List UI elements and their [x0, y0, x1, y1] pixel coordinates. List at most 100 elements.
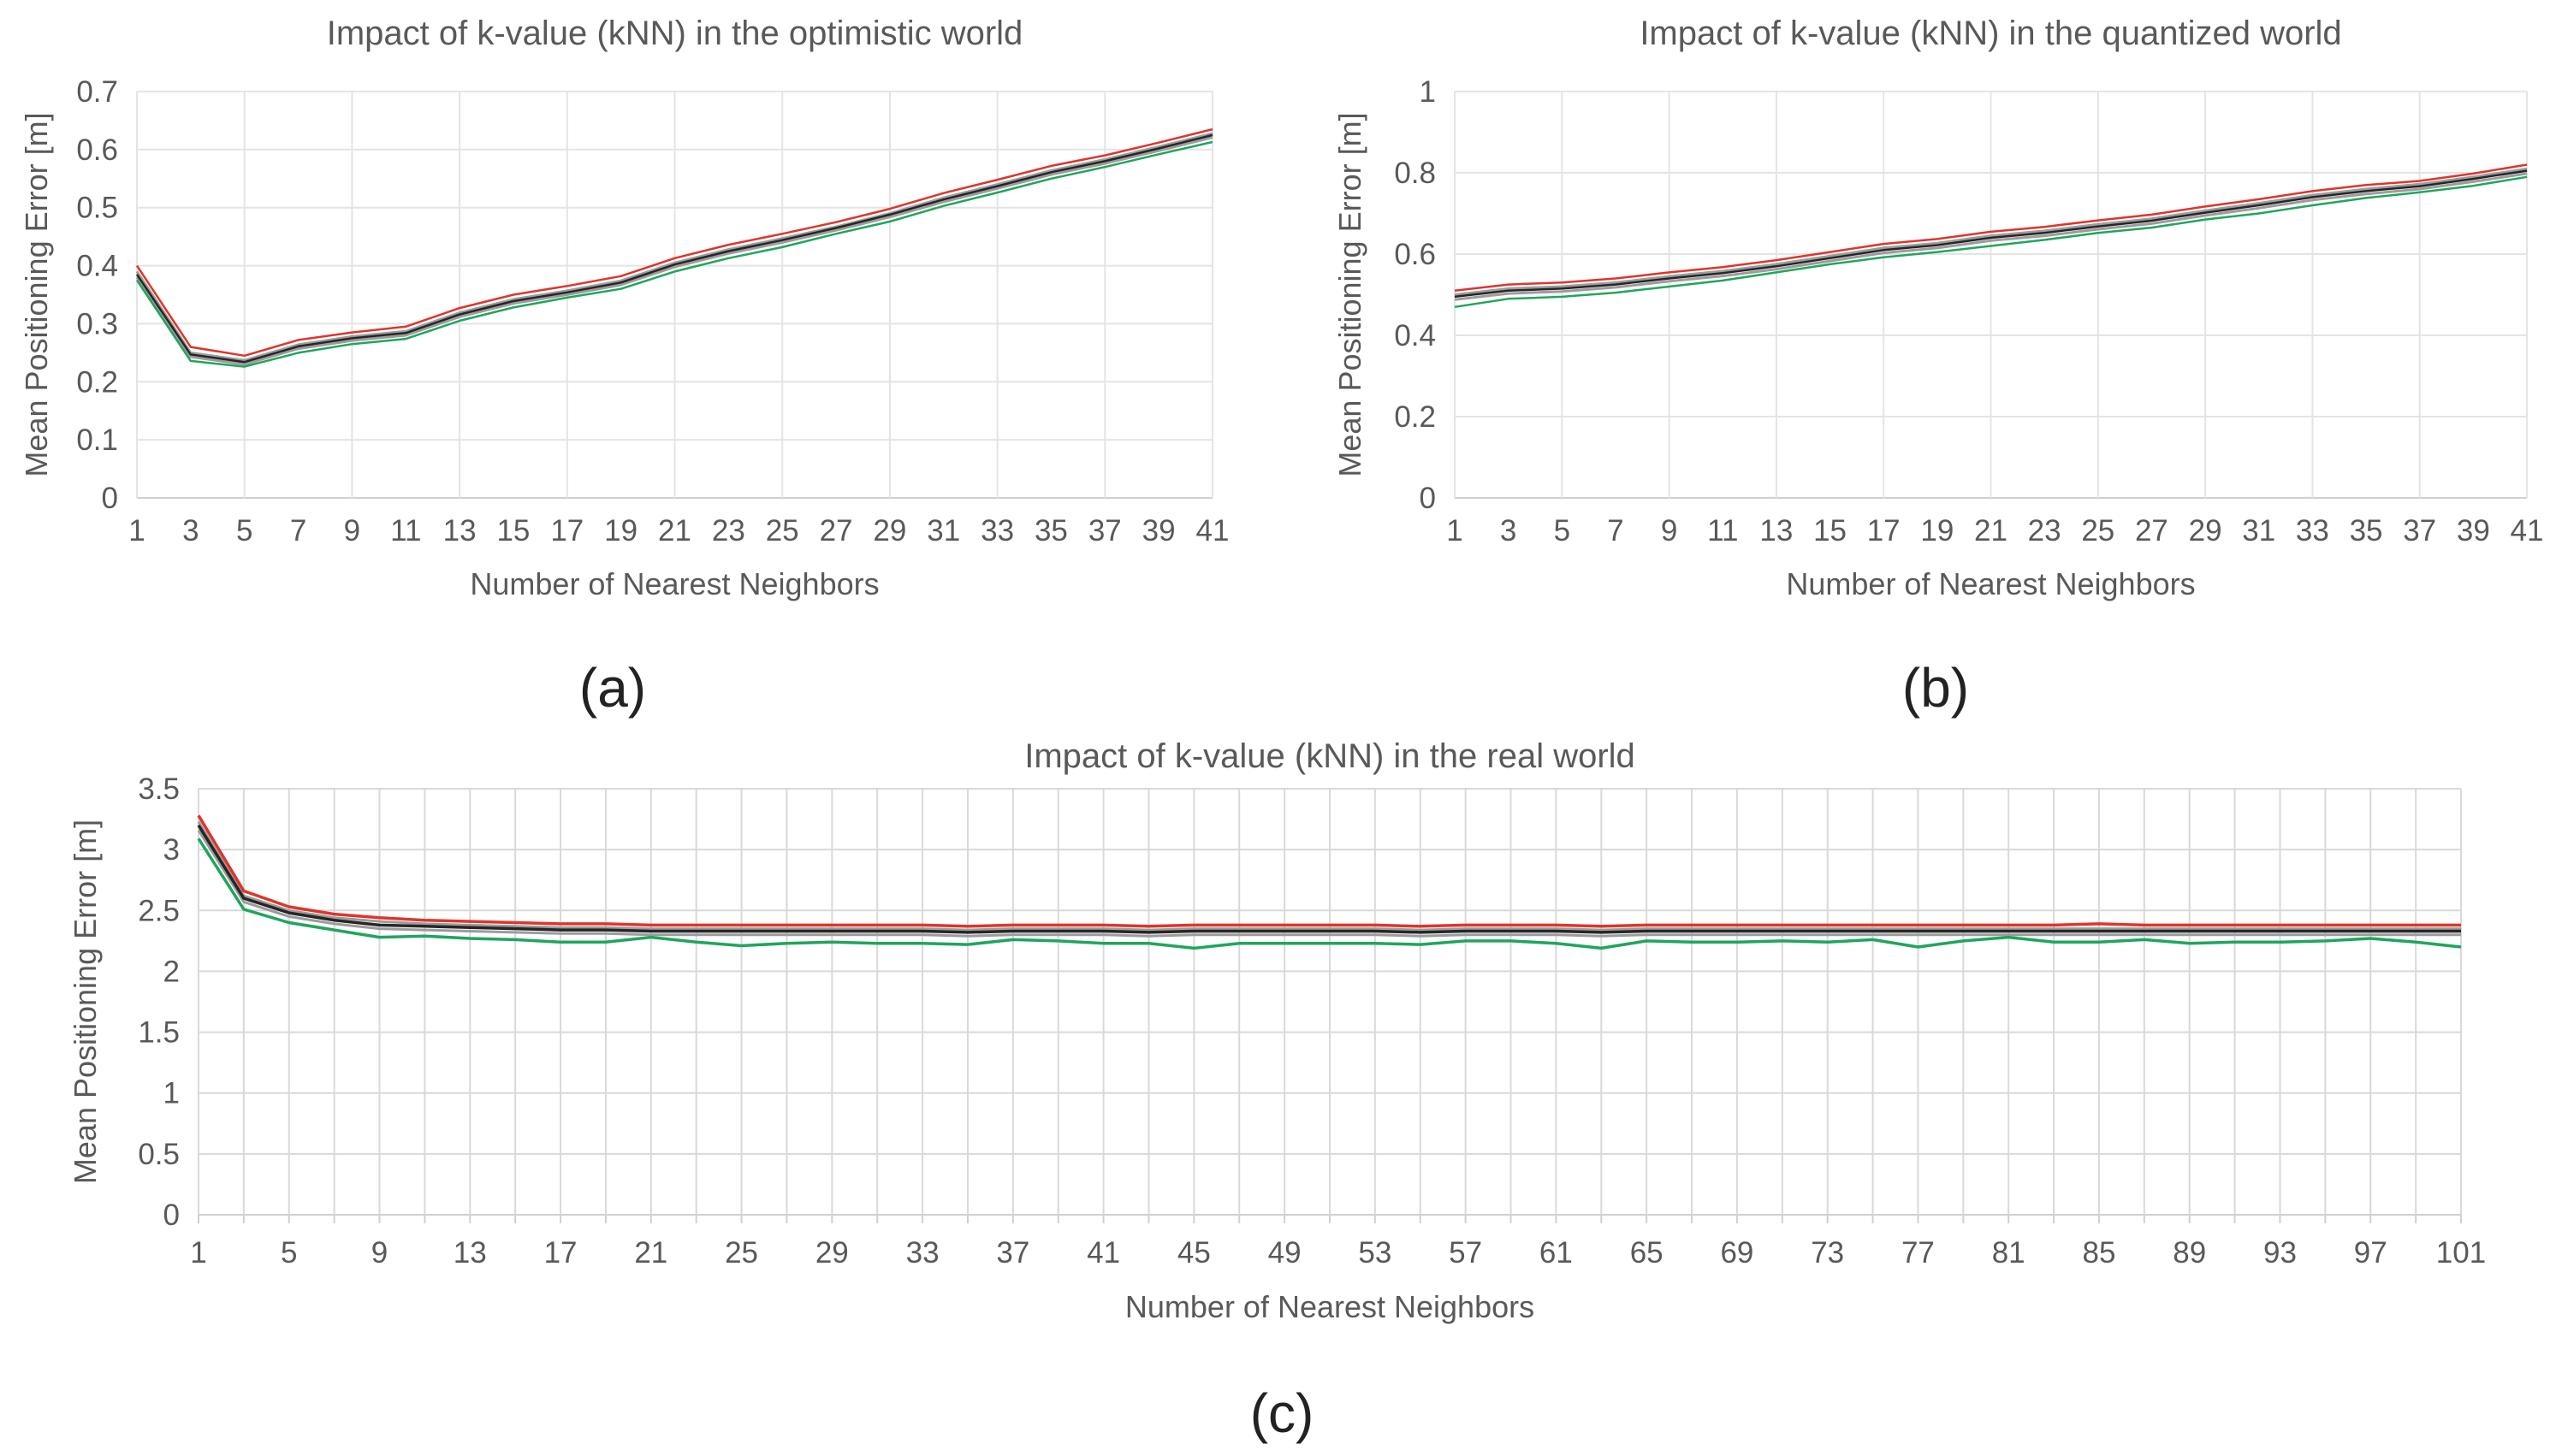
x-tick-label: 17: [544, 1236, 578, 1270]
x-tick-label: 33: [2296, 514, 2329, 547]
x-tick-label: 23: [2028, 514, 2061, 547]
y-tick-label: 3.5: [138, 772, 180, 806]
x-tick-label: 3: [182, 514, 199, 547]
x-tick-label: 93: [2263, 1236, 2297, 1270]
x-tick-label: 25: [766, 514, 799, 547]
y-tick-label: 2: [163, 955, 180, 988]
x-tick-label: 69: [1720, 1236, 1753, 1270]
x-tick-label: 85: [2082, 1236, 2115, 1270]
x-tick-label: 61: [1539, 1236, 1573, 1270]
x-tick-label: 45: [1177, 1236, 1211, 1270]
y-tick-label: 1: [1420, 75, 1436, 109]
series-line-min: [1454, 175, 2528, 309]
y-tick-label: 0.2: [1394, 400, 1436, 434]
y-tick-label: 1: [163, 1077, 180, 1110]
y-tick-label: 3: [163, 833, 180, 867]
x-tick-label: 35: [1035, 514, 1068, 547]
series-line-max: [135, 127, 1213, 358]
x-tick-label: 21: [658, 514, 691, 547]
series-line-max: [197, 814, 2461, 928]
x-tick-label: 41: [1087, 1236, 1120, 1270]
x-tick-label: 21: [1974, 514, 2007, 547]
series-line-max: [1454, 163, 2528, 293]
x-tick-label: 13: [443, 514, 477, 547]
x-tick-label: 57: [1449, 1236, 1482, 1270]
panel-label-c: (c): [1250, 1382, 1314, 1444]
x-tick-label: 89: [2173, 1236, 2206, 1270]
x-tick-label: 19: [604, 514, 638, 547]
y-axis-label: Mean Positioning Error [m]: [19, 112, 54, 476]
x-tick-label: 65: [1630, 1236, 1663, 1270]
x-tick-label: 77: [1901, 1236, 1935, 1270]
x-tick-label: 5: [1554, 514, 1570, 547]
x-tick-label: 13: [454, 1236, 487, 1270]
x-tick-label: 41: [2511, 514, 2544, 547]
x-tick-label: 25: [2081, 514, 2114, 547]
y-tick-label: 0.7: [76, 75, 118, 109]
x-tick-label: 3: [1500, 514, 1516, 547]
x-tick-label: 31: [927, 514, 960, 547]
series-line-lower: [197, 829, 2461, 938]
x-tick-label: 27: [2135, 514, 2168, 547]
x-tick-label: 37: [2403, 514, 2436, 547]
x-tick-label: 81: [1992, 1236, 2025, 1270]
chart-title: Impact of k-value (kNN) in the real worl…: [1024, 737, 1635, 775]
y-tick-label: 0.8: [1394, 157, 1436, 190]
panel-label-a: (a): [579, 657, 646, 719]
x-tick-label: 5: [236, 514, 252, 547]
series-line-min: [135, 140, 1213, 368]
panel-label-b: (b): [1902, 657, 1969, 719]
y-tick-label: 0.4: [76, 250, 118, 283]
x-tick-label: 39: [2457, 514, 2490, 547]
x-tick-label: 31: [2242, 514, 2275, 547]
x-tick-label: 15: [1813, 514, 1847, 547]
x-tick-label: 15: [496, 514, 530, 547]
y-axis-label: Mean Positioning Error [m]: [1332, 112, 1367, 476]
x-tick-label: 35: [2350, 514, 2383, 547]
y-tick-label: 1.5: [138, 1016, 180, 1050]
x-tick-label: 73: [1811, 1236, 1844, 1270]
x-tick-label: 41: [1196, 514, 1230, 547]
y-tick-label: 0: [1420, 482, 1436, 515]
y-tick-label: 0.5: [76, 192, 118, 225]
y-tick-label: 0.5: [138, 1138, 180, 1171]
x-tick-label: 29: [873, 514, 906, 547]
x-tick-label: 37: [996, 1236, 1029, 1270]
x-tick-label: 97: [2354, 1236, 2387, 1270]
x-tick-label: 9: [344, 514, 360, 547]
x-tick-label: 5: [281, 1236, 297, 1270]
chart-title: Impact of k-value (kNN) in the quantized…: [1640, 15, 2341, 52]
x-tick-label: 7: [1607, 514, 1623, 547]
y-axis-label: Mean Positioning Error [m]: [68, 820, 103, 1184]
x-tick-label: 9: [1661, 514, 1677, 547]
y-tick-label: 0.6: [76, 133, 118, 167]
x-tick-label: 11: [390, 514, 421, 547]
x-tick-label: 21: [634, 1236, 667, 1270]
y-tick-label: 0.3: [76, 307, 118, 340]
x-axis-label: Number of Nearest Neighbors: [470, 566, 879, 601]
x-tick-label: 29: [815, 1236, 849, 1270]
x-tick-label: 1: [128, 514, 145, 547]
series-line-mean: [135, 133, 1213, 364]
x-tick-label: 11: [1707, 514, 1738, 547]
x-tick-label: 1: [190, 1236, 206, 1270]
x-tick-label: 27: [820, 514, 853, 547]
x-tick-label: 1: [1446, 514, 1462, 547]
x-tick-label: 101: [2436, 1236, 2486, 1270]
x-tick-label: 33: [981, 514, 1014, 547]
series-line-upper: [135, 132, 1213, 362]
series-line-upper: [1454, 167, 2528, 296]
y-tick-label: 0.6: [1394, 238, 1436, 271]
x-tick-label: 23: [712, 514, 745, 547]
y-tick-label: 0.2: [76, 365, 118, 399]
y-tick-label: 0: [102, 482, 118, 515]
series-line-upper: [197, 820, 2461, 932]
x-tick-label: 29: [2189, 514, 2222, 547]
x-tick-label: 49: [1268, 1236, 1302, 1270]
x-tick-label: 39: [1142, 514, 1176, 547]
series-line-mean: [1454, 169, 2528, 299]
x-tick-label: 53: [1358, 1236, 1391, 1270]
x-axis-label: Number of Nearest Neighbors: [1786, 566, 2195, 601]
x-tick-label: 17: [1867, 514, 1901, 547]
